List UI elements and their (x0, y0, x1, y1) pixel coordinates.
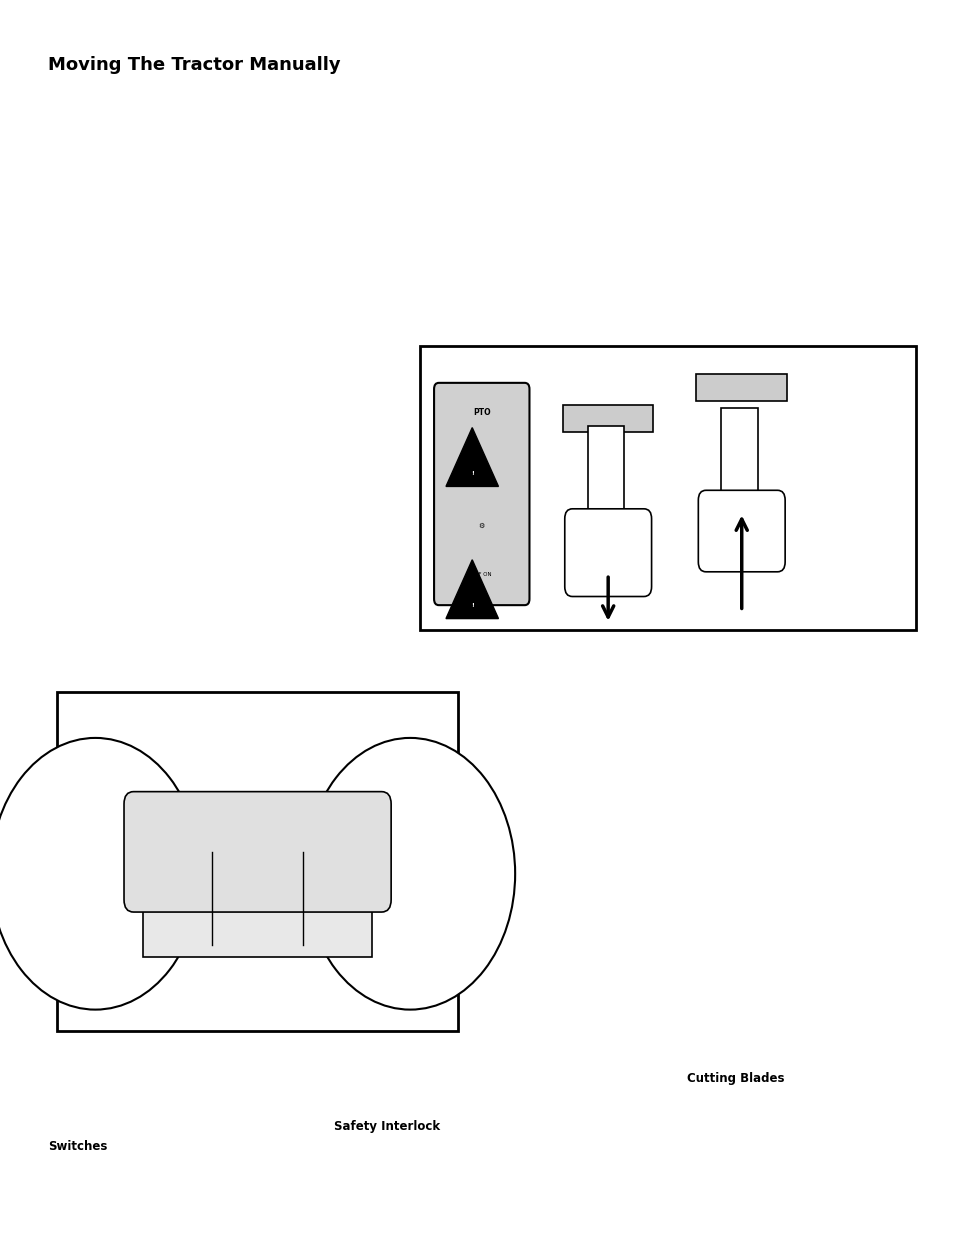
Bar (57, 692, 457, 1031)
Text: ⚙: ⚙ (478, 522, 484, 529)
Bar (419, 346, 915, 630)
Bar (587, 426, 623, 525)
FancyBboxPatch shape (124, 792, 391, 911)
Text: Cutting Blades: Cutting Blades (686, 1072, 783, 1084)
Text: Switches: Switches (48, 1140, 107, 1152)
Text: PTO: PTO (473, 408, 490, 416)
Bar (143, 842, 372, 957)
Bar (696, 374, 786, 401)
FancyBboxPatch shape (698, 490, 784, 572)
Text: Safety Interlock: Safety Interlock (334, 1120, 439, 1132)
FancyBboxPatch shape (434, 383, 529, 605)
Circle shape (0, 739, 200, 1010)
Polygon shape (445, 427, 497, 487)
Text: Mowing: Mowing (434, 389, 512, 408)
Circle shape (305, 739, 515, 1010)
Text: !: ! (470, 603, 474, 608)
Text: Engaging the PTO: Engaging the PTO (48, 797, 229, 815)
Bar (720, 408, 757, 513)
FancyBboxPatch shape (564, 509, 651, 597)
Text: ⬆
⬇: ⬆ ⬇ (479, 463, 483, 474)
Bar (562, 405, 653, 432)
Text: !: ! (470, 471, 474, 475)
Polygon shape (445, 559, 497, 619)
Text: Moving The Tractor Manually: Moving The Tractor Manually (48, 56, 340, 74)
Text: OFF ON: OFF ON (471, 572, 492, 577)
